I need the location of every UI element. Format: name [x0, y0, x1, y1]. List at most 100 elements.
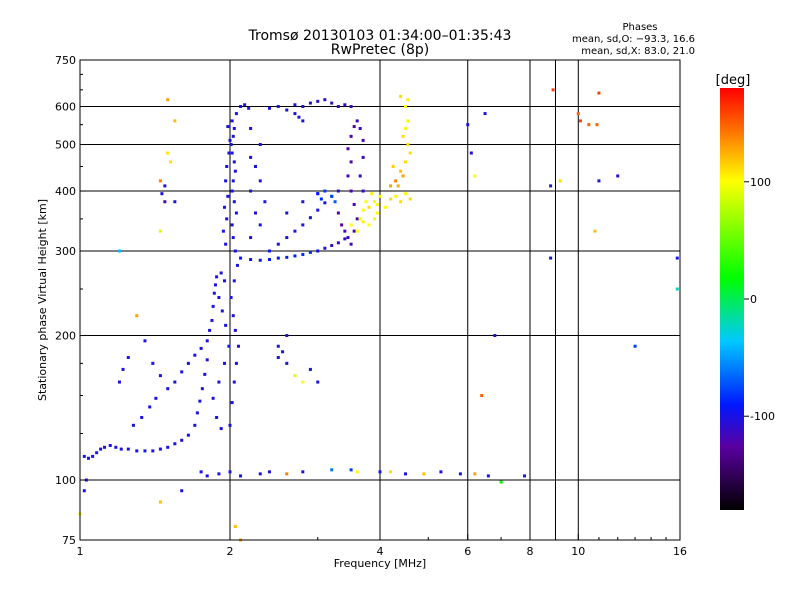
- data-point: [403, 160, 407, 164]
- data-point: [406, 98, 410, 102]
- data-point: [349, 160, 353, 164]
- data-point: [117, 249, 121, 253]
- data-point: [230, 151, 234, 155]
- data-point: [373, 217, 377, 221]
- data-point: [422, 472, 426, 476]
- data-point: [597, 91, 601, 95]
- data-point: [389, 184, 393, 188]
- data-point: [330, 101, 334, 105]
- data-point: [186, 361, 190, 365]
- data-point: [205, 358, 209, 362]
- data-point: [135, 314, 139, 318]
- data-point: [140, 415, 144, 419]
- data-point: [319, 197, 323, 201]
- data-point: [203, 372, 207, 376]
- data-point: [227, 344, 231, 348]
- data-point: [91, 454, 95, 458]
- data-point: [221, 229, 225, 233]
- data-point: [346, 236, 350, 240]
- data-point: [383, 205, 387, 209]
- data-point: [675, 287, 679, 291]
- data-point: [355, 217, 359, 221]
- data-point: [158, 447, 162, 451]
- data-point: [301, 119, 305, 123]
- data-point: [336, 105, 340, 109]
- data-point: [316, 249, 320, 253]
- data-point: [316, 208, 320, 212]
- data-point: [346, 174, 350, 178]
- y-axis-label: Stationary phase Virtual Height [km]: [36, 199, 49, 401]
- data-point: [231, 134, 235, 138]
- data-point: [285, 236, 289, 240]
- data-point: [349, 189, 353, 193]
- data-point: [349, 223, 353, 227]
- data-point: [247, 106, 251, 110]
- data-point: [208, 328, 212, 332]
- data-point: [223, 361, 227, 365]
- data-point: [108, 444, 112, 448]
- data-point: [333, 200, 337, 204]
- data-point: [352, 229, 356, 233]
- data-point: [231, 179, 235, 183]
- x-tick-label: 1: [77, 545, 84, 558]
- data-point: [323, 98, 327, 102]
- data-point: [293, 229, 297, 233]
- data-point: [224, 179, 228, 183]
- data-point: [403, 472, 407, 476]
- data-point: [297, 115, 301, 119]
- data-point: [173, 380, 177, 384]
- data-point: [276, 105, 280, 109]
- data-point: [173, 119, 177, 123]
- data-point: [228, 138, 232, 142]
- data-point: [523, 474, 527, 478]
- data-point: [551, 88, 555, 92]
- data-point: [499, 480, 503, 484]
- data-point: [361, 138, 365, 142]
- data-point: [367, 223, 371, 227]
- data-point: [249, 155, 253, 159]
- data-point: [267, 258, 271, 262]
- data-point: [243, 103, 247, 107]
- data-point: [301, 380, 305, 384]
- data-point: [230, 119, 234, 123]
- data-point: [158, 500, 162, 504]
- data-point: [114, 445, 118, 449]
- data-point: [343, 103, 347, 107]
- data-point: [267, 249, 271, 253]
- data-point: [267, 106, 271, 110]
- data-point: [373, 200, 377, 204]
- data-point: [355, 229, 359, 233]
- data-point: [226, 125, 230, 129]
- data-point: [285, 255, 289, 259]
- data-point: [235, 263, 239, 267]
- data-point: [239, 256, 243, 260]
- data-point: [394, 194, 398, 198]
- data-point: [224, 242, 228, 246]
- data-point: [378, 470, 382, 474]
- data-point: [358, 217, 362, 221]
- data-point: [219, 271, 223, 275]
- data-point: [211, 304, 215, 308]
- data-point: [285, 108, 289, 112]
- y-axis-ticks: 75 100 200 300 400 500 600 750: [55, 54, 86, 547]
- data-point: [227, 151, 231, 155]
- data-point: [323, 201, 327, 205]
- data-point: [358, 174, 362, 178]
- data-point: [355, 470, 359, 474]
- data-point: [217, 380, 221, 384]
- data-point: [163, 184, 167, 188]
- data-point: [151, 361, 155, 365]
- y-tick-label: 500: [55, 139, 76, 152]
- data-point: [249, 258, 253, 262]
- data-point: [229, 143, 233, 147]
- data-point: [230, 401, 234, 405]
- data-point: [234, 112, 238, 116]
- data-point: [263, 200, 267, 204]
- data-point: [406, 119, 410, 123]
- data-point: [349, 242, 353, 246]
- data-point: [308, 216, 312, 220]
- data-point: [396, 184, 400, 188]
- data-point: [587, 123, 591, 127]
- data-point: [151, 449, 155, 453]
- data-point: [220, 309, 224, 313]
